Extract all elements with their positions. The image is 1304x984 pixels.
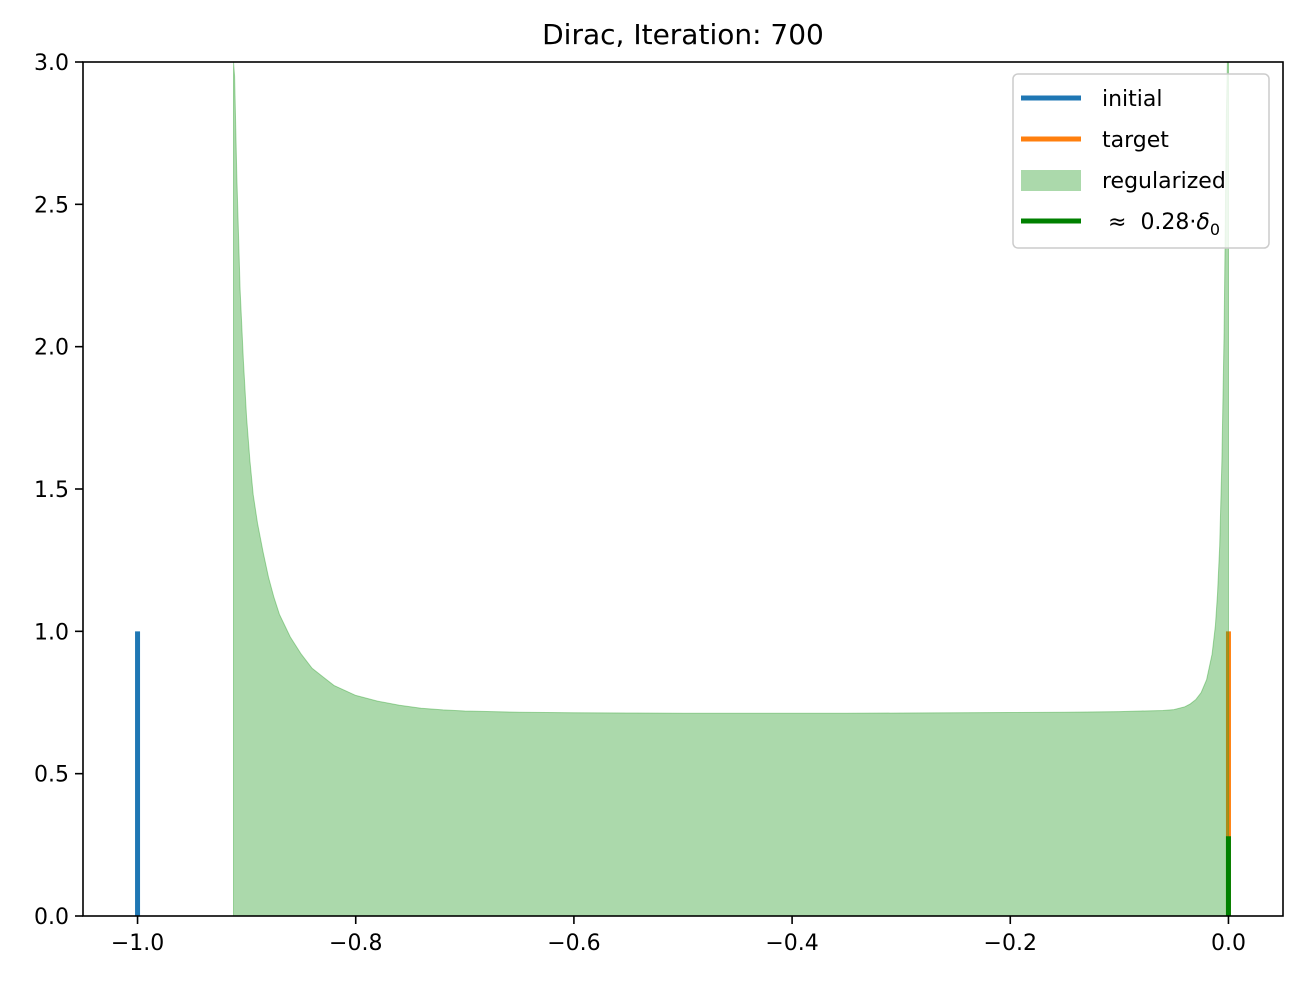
y-tick-label: 3.0 <box>34 51 69 76</box>
series-regularized-area <box>233 61 1229 917</box>
y-tick-label: 1.5 <box>34 478 69 503</box>
y-tick-label: 0.5 <box>34 763 69 788</box>
legend-label-dirac-subscript: 0 <box>1210 220 1220 239</box>
x-tick-label: 0.0 <box>1211 931 1246 956</box>
legend-box <box>1012 73 1270 249</box>
legend-label-dirac-value: 0.28 <box>1140 210 1189 235</box>
chart-title: Dirac, Iteration: 700 <box>542 18 824 51</box>
legend-label-initial: initial <box>1102 87 1163 112</box>
legend-label-dirac: ≈0.28·δ0 <box>1108 210 1220 239</box>
legend-label-dirac-delta: δ <box>1196 210 1209 235</box>
y-tick-label: 2.5 <box>34 193 69 218</box>
y-tick-label: 1.0 <box>34 620 69 645</box>
legend-swatch-regularized <box>1021 170 1081 191</box>
legend-label-dirac-approx: ≈ <box>1108 210 1126 235</box>
x-tick-label: −0.6 <box>547 931 600 956</box>
x-axis: −1.0 −0.8 −0.6 −0.4 −0.2 0.0 <box>111 916 1246 956</box>
axes-frame <box>82 61 1284 917</box>
legend-label-target: target <box>1102 128 1169 153</box>
legend: initial target regularized ≈0.28·δ0 <box>1012 73 1270 249</box>
plot-area <box>135 61 1231 917</box>
x-tick-label: −0.4 <box>765 931 818 956</box>
x-tick-label: −1.0 <box>111 931 164 956</box>
x-tick-label: −0.8 <box>329 931 382 956</box>
x-tick-label: −0.2 <box>984 931 1037 956</box>
legend-label-dirac-dot: · <box>1189 210 1196 235</box>
y-tick-label: 0.0 <box>34 905 69 930</box>
y-axis: 0.0 0.5 1.0 1.5 2.0 2.5 3.0 <box>34 51 83 930</box>
legend-label-regularized: regularized <box>1102 169 1226 194</box>
y-tick-label: 2.0 <box>34 336 69 361</box>
